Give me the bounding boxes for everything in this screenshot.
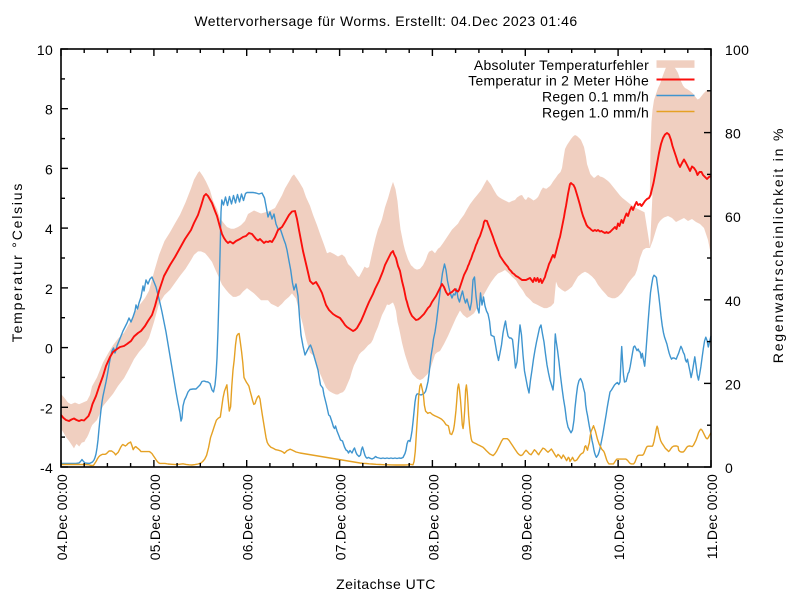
svg-text:08.Dec 00:00: 08.Dec 00:00 [425,474,441,560]
svg-text:0: 0 [45,341,53,357]
svg-text:Temperatur in 2 Meter Höhe: Temperatur in 2 Meter Höhe [468,73,649,89]
svg-text:6: 6 [45,161,53,177]
svg-text:8: 8 [45,102,53,118]
svg-text:Regen 1.0 mm/h: Regen 1.0 mm/h [542,105,649,121]
svg-text:Zeitachse UTC: Zeitachse UTC [336,576,436,592]
svg-text:-4: -4 [40,460,53,476]
svg-text:10.Dec 00:00: 10.Dec 00:00 [611,474,627,560]
svg-text:100: 100 [725,42,749,58]
svg-text:10: 10 [37,42,53,58]
svg-text:04.Dec 00:00: 04.Dec 00:00 [54,474,70,560]
svg-text:-2: -2 [40,400,53,416]
svg-text:40: 40 [725,293,741,309]
svg-text:80: 80 [725,126,741,142]
svg-text:07.Dec 00:00: 07.Dec 00:00 [333,474,349,560]
svg-text:05.Dec 00:00: 05.Dec 00:00 [147,474,163,560]
svg-text:60: 60 [725,209,741,225]
svg-text:11.Dec 00:00: 11.Dec 00:00 [704,474,720,559]
svg-text:Regenwahrscheinlichkeit in %: Regenwahrscheinlichkeit in % [770,127,786,363]
svg-text:20: 20 [725,376,741,392]
svg-text:4: 4 [45,221,53,237]
svg-text:Temperatur °Celsius: Temperatur °Celsius [9,182,25,342]
svg-text:09.Dec 00:00: 09.Dec 00:00 [518,474,534,560]
svg-text:06.Dec 00:00: 06.Dec 00:00 [240,474,256,560]
svg-text:0: 0 [725,460,733,476]
svg-text:Wettervorhersage für Worms. Er: Wettervorhersage für Worms. Erstellt: 04… [194,13,577,29]
svg-text:Regen 0.1 mm/h: Regen 0.1 mm/h [542,89,649,105]
svg-text:Absoluter Temperaturfehler: Absoluter Temperaturfehler [474,57,649,73]
svg-text:2: 2 [45,281,53,297]
